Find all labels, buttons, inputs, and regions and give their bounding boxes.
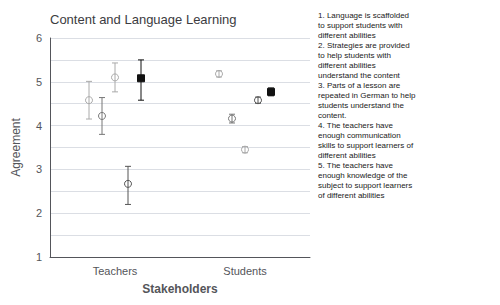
svg-text:of different abilities: of different abilities bbox=[318, 191, 385, 200]
svg-text:subject to support learners: subject to support learners bbox=[318, 181, 412, 190]
svg-text:different abilities: different abilities bbox=[318, 151, 376, 160]
svg-text:skills to support learners of: skills to support learners of bbox=[318, 141, 414, 150]
svg-text:2. Strategies are provided: 2. Strategies are provided bbox=[318, 41, 410, 50]
svg-text:Stakeholders: Stakeholders bbox=[142, 282, 218, 296]
svg-text:3: 3 bbox=[36, 163, 42, 175]
svg-text:Agreement: Agreement bbox=[9, 117, 23, 176]
svg-text:to support students with: to support students with bbox=[318, 21, 403, 30]
svg-text:5: 5 bbox=[36, 76, 42, 88]
svg-text:4. The teachers have: 4. The teachers have bbox=[318, 121, 394, 130]
svg-text:1. Language is scaffolded: 1. Language is scaffolded bbox=[318, 11, 409, 20]
svg-text:to help students with: to help students with bbox=[318, 51, 391, 60]
svg-text:content.: content. bbox=[318, 111, 346, 120]
svg-text:enough knowledge of the: enough knowledge of the bbox=[318, 171, 408, 180]
svg-text:Teachers: Teachers bbox=[93, 265, 138, 277]
svg-text:different abilities: different abilities bbox=[318, 31, 376, 40]
svg-text:Students: Students bbox=[223, 265, 267, 277]
svg-text:6: 6 bbox=[36, 32, 42, 44]
svg-text:repeated in German to help: repeated in German to help bbox=[318, 91, 416, 100]
svg-text:enough communication: enough communication bbox=[318, 131, 401, 140]
svg-text:2: 2 bbox=[36, 207, 42, 219]
svg-text:1: 1 bbox=[36, 251, 42, 263]
svg-text:different abilities: different abilities bbox=[318, 61, 376, 70]
svg-text:students understand the: students understand the bbox=[318, 101, 404, 110]
svg-text:5. The teachers have: 5. The teachers have bbox=[318, 161, 394, 170]
svg-text:Content and Language Learning: Content and Language Learning bbox=[50, 12, 237, 27]
svg-text:4: 4 bbox=[36, 120, 42, 132]
svg-text:3. Parts of a lesson are: 3. Parts of a lesson are bbox=[318, 81, 401, 90]
svg-text:understand the content: understand the content bbox=[318, 71, 401, 80]
